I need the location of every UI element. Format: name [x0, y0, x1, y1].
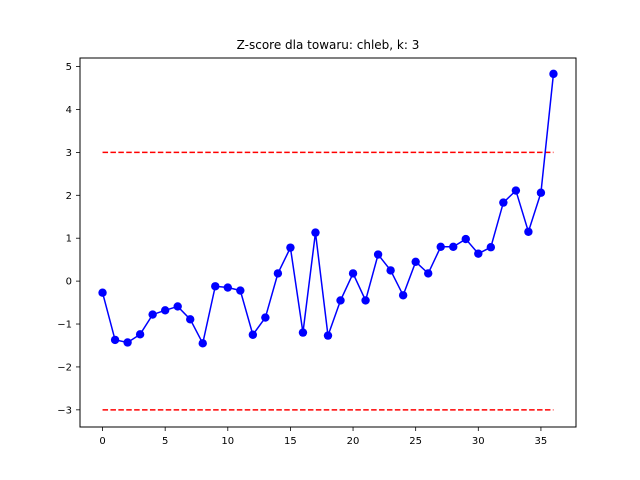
chart-title: Z-score dla towaru: chleb, k: 3 [237, 38, 420, 52]
data-point [110, 335, 120, 345]
x-tick-label: 5 [162, 436, 168, 447]
data-point [449, 242, 458, 251]
data-point [198, 339, 207, 348]
data-point [323, 331, 333, 340]
x-tick-label: 20 [347, 436, 360, 447]
data-point [549, 69, 558, 79]
data-point [135, 330, 145, 339]
y-tick-label: 0 [66, 277, 72, 288]
data-point [173, 302, 182, 311]
data-point [524, 227, 533, 236]
x-tick-label: 0 [99, 436, 105, 447]
data-point [286, 243, 295, 252]
y-tick-label: 5 [66, 62, 72, 73]
data-point [411, 257, 420, 267]
data-point [148, 310, 157, 319]
data-point [499, 198, 508, 207]
data-point [236, 286, 245, 295]
y-tick-label: 4 [66, 105, 72, 116]
y-tick-label: 1 [66, 234, 72, 245]
data-point [386, 266, 395, 275]
data-point [511, 186, 521, 195]
data-point [436, 242, 445, 251]
data-point [273, 269, 283, 278]
data-point [336, 296, 345, 305]
data-point [211, 282, 220, 291]
y-tick-label: −3 [57, 405, 72, 416]
plot-area [79, 57, 577, 428]
x-tick-label: 15 [284, 436, 297, 447]
x-tick-label: 35 [535, 436, 548, 447]
y-tick-label: 2 [66, 191, 72, 202]
data-point [186, 315, 195, 324]
data-point [373, 250, 383, 259]
x-tick-label: 10 [221, 436, 234, 447]
data-point [398, 291, 408, 300]
data-point [486, 243, 496, 252]
data-point [98, 288, 107, 297]
data-point [424, 269, 433, 278]
data-point [536, 188, 546, 197]
y-tick-label: 3 [66, 148, 72, 159]
data-point [461, 234, 470, 244]
data-point [223, 283, 232, 292]
data-point [123, 338, 132, 347]
data-point [298, 328, 308, 337]
data-point [348, 269, 358, 278]
data-point [311, 228, 320, 237]
data-point [361, 296, 370, 305]
y-tick-label: −1 [57, 320, 72, 331]
data-point [474, 249, 483, 258]
y-tick-label: −2 [57, 362, 72, 373]
data-point [160, 306, 170, 315]
data-point [248, 330, 258, 339]
data-point [261, 313, 270, 322]
x-tick-label: 25 [409, 436, 422, 447]
x-tick-label: 30 [472, 436, 485, 447]
